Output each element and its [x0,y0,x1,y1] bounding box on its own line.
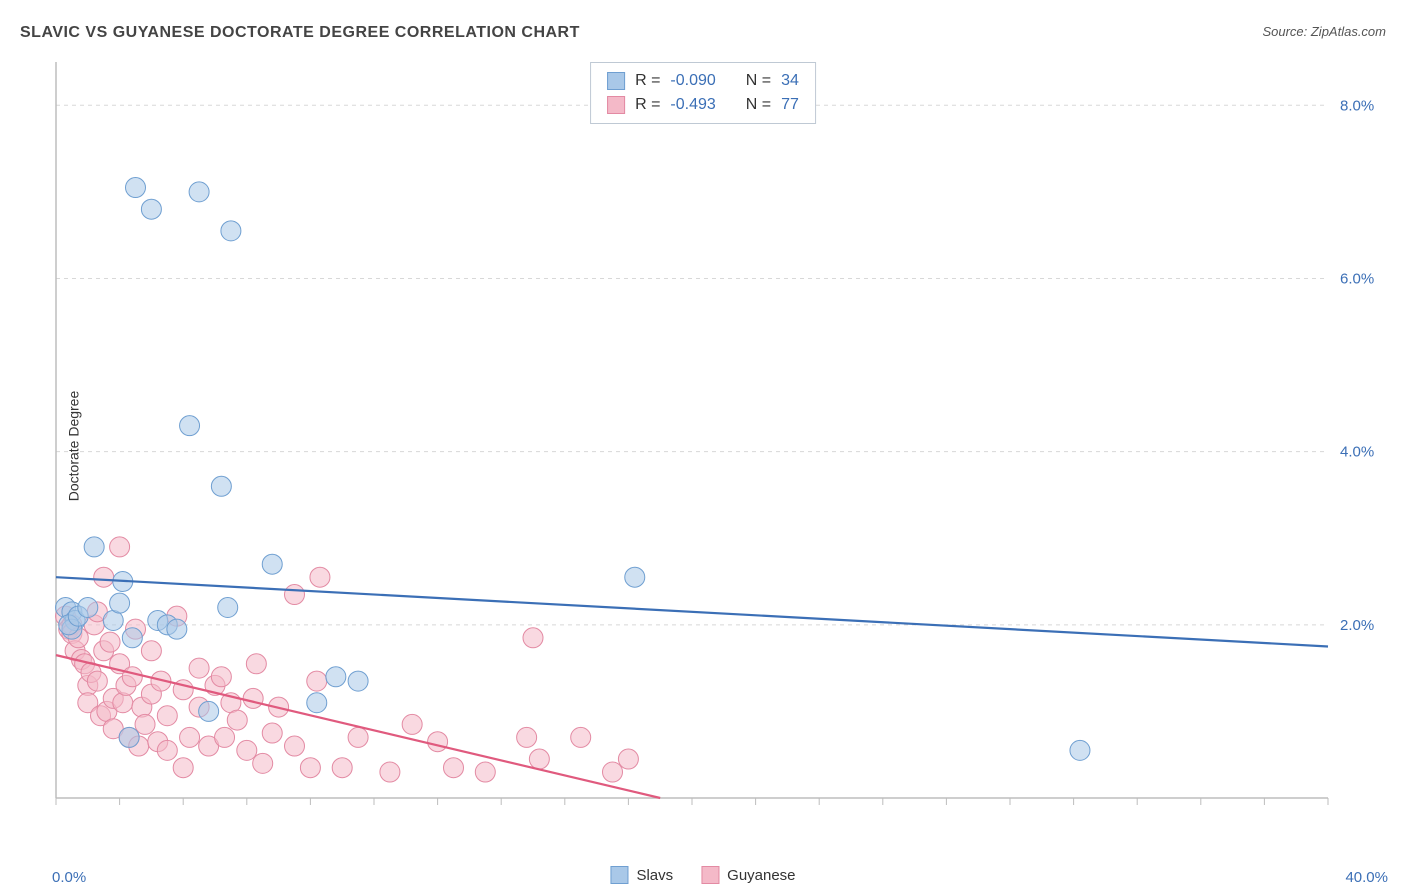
r-value-slavs: -0.090 [670,69,715,93]
legend-label-slavs: Slavs [636,867,673,884]
svg-text:6.0%: 6.0% [1340,270,1374,287]
swatch-slavs [607,72,625,90]
swatch-slavs [610,866,628,884]
n-label: N = [746,69,771,93]
r-value-guyanese: -0.493 [670,93,715,117]
svg-text:2.0%: 2.0% [1340,617,1374,634]
plot-svg: ZIPatlas 2.0%4.0%6.0%8.0% [52,58,1388,828]
chart-title: SLAVIC VS GUYANESE DOCTORATE DEGREE CORR… [20,24,580,42]
r-label: R = [635,93,660,117]
trend-lines [56,577,1328,798]
scatter-points-slavs [56,178,1090,761]
x-ticks [56,798,1328,805]
scatter-plot: ZIPatlas 2.0%4.0%6.0%8.0% [52,58,1388,828]
legend-item-slavs: Slavs [610,866,673,884]
axes [56,62,1328,798]
n-label: N = [746,93,771,117]
r-label: R = [635,69,660,93]
swatch-guyanese [607,96,625,114]
scatter-points-guyanese [56,537,639,782]
n-value-slavs: 34 [781,69,799,93]
stats-row-guyanese: R = -0.493 N = 77 [607,93,799,117]
svg-text:4.0%: 4.0% [1340,444,1374,461]
swatch-guyanese [701,866,719,884]
series-legend: Slavs Guyanese [610,866,795,884]
x-axis-end-label: 40.0% [1345,869,1388,886]
source-name: ZipAtlas.com [1311,24,1386,39]
y-tick-labels: 2.0% 4.0% 6.0% 8.0% [1340,97,1374,634]
svg-text:8.0%: 8.0% [1340,97,1374,114]
legend-item-guyanese: Guyanese [701,866,795,884]
source-prefix: Source: [1262,24,1310,39]
legend-label-guyanese: Guyanese [727,867,795,884]
stats-row-slavs: R = -0.090 N = 34 [607,69,799,93]
stats-legend: R = -0.090 N = 34 R = -0.493 N = 77 [590,62,816,124]
n-value-guyanese: 77 [781,93,799,117]
source-attribution: Source: ZipAtlas.com [1262,24,1386,39]
x-axis-start-label: 0.0% [52,869,86,886]
gridlines [56,105,1328,625]
